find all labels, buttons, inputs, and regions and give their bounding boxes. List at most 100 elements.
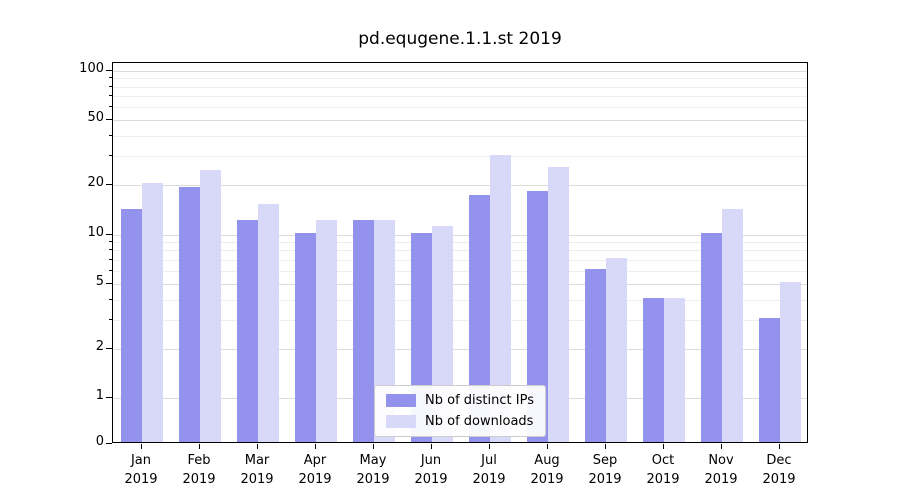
x-tick-year: 2019 xyxy=(240,471,274,487)
x-tick-label: Aug 2019 xyxy=(518,452,576,490)
y-tick-mark xyxy=(106,397,112,398)
x-tick-year: 2019 xyxy=(356,471,390,487)
y-minor-tick-mark xyxy=(109,95,112,97)
legend-swatch xyxy=(386,415,417,428)
x-tick-label: Oct 2019 xyxy=(634,452,692,490)
major-gridline xyxy=(113,234,807,236)
x-tick-year: 2019 xyxy=(472,471,506,487)
y-tick-mark xyxy=(106,282,112,284)
major-gridline xyxy=(113,348,807,350)
x-tick-mark xyxy=(721,444,722,449)
minor-gridline xyxy=(113,86,807,88)
x-tick-month: Feb xyxy=(187,453,211,468)
bar-downloads xyxy=(780,281,801,442)
bar-downloads xyxy=(664,297,685,442)
y-tick-label: 1 xyxy=(95,388,104,403)
plot-area: Nb of distinct IPs Nb of downloads xyxy=(112,62,808,443)
legend-label: Nb of distinct IPs xyxy=(425,393,534,408)
legend-item: Nb of distinct IPs xyxy=(386,393,534,408)
x-tick-month: Apr xyxy=(303,453,327,468)
x-tick-month: Sep xyxy=(592,453,618,468)
x-tick-mark xyxy=(431,444,432,449)
x-tick-label: May 2019 xyxy=(344,452,402,490)
x-tick-label: Feb 2019 xyxy=(170,452,228,490)
bar-downloads xyxy=(490,154,511,442)
y-tick-mark xyxy=(106,233,112,235)
x-tick-mark xyxy=(605,444,606,449)
major-gridline xyxy=(113,283,807,285)
y-tick-label: 10 xyxy=(87,224,104,240)
y-tick-mark xyxy=(106,443,112,444)
minor-gridline xyxy=(113,96,807,98)
x-tick-mark xyxy=(547,444,548,449)
bar-distinct-ips xyxy=(179,186,200,442)
x-tick-mark xyxy=(315,444,316,449)
x-tick-year: 2019 xyxy=(414,471,448,487)
y-tick-label: 50 xyxy=(87,110,104,126)
x-tick-mark xyxy=(489,444,490,449)
major-gridline xyxy=(113,120,807,122)
legend-label: Nb of downloads xyxy=(425,414,534,429)
x-tick-month: May xyxy=(359,453,387,468)
y-minor-tick-mark xyxy=(109,298,112,300)
x-tick-year: 2019 xyxy=(646,471,680,487)
x-tick-label: Mar 2019 xyxy=(228,452,286,490)
y-minor-tick-mark xyxy=(109,269,112,271)
y-minor-tick-mark xyxy=(109,106,112,108)
bar-downloads xyxy=(316,219,337,442)
bar-distinct-ips xyxy=(295,232,316,442)
chart-title: pd.equgene.1.1.st 2019 xyxy=(358,29,562,49)
y-tick-mark xyxy=(106,119,112,121)
x-tick-mark xyxy=(199,444,200,449)
x-tick-mark xyxy=(779,444,780,449)
x-tick-month: Oct xyxy=(651,453,675,468)
y-tick-label: 5 xyxy=(95,273,104,289)
legend-item: Nb of downloads xyxy=(386,414,534,429)
y-tick-mark xyxy=(106,347,112,349)
x-tick-year: 2019 xyxy=(182,471,216,487)
y-minor-tick-mark xyxy=(109,318,112,320)
minor-gridline xyxy=(113,78,807,80)
x-tick-mark xyxy=(141,444,142,449)
legend-swatch xyxy=(386,394,417,407)
minor-gridline xyxy=(113,107,807,109)
y-tick-mark xyxy=(106,70,112,71)
bar-downloads xyxy=(722,208,743,442)
x-tick-label: Sep 2019 xyxy=(576,452,634,490)
x-tick-month: Jun xyxy=(420,453,442,468)
minor-gridline xyxy=(113,259,807,261)
bar-distinct-ips xyxy=(237,219,258,442)
x-tick-mark xyxy=(257,444,258,449)
bar-downloads xyxy=(258,203,279,442)
minor-gridline xyxy=(113,136,807,138)
major-gridline xyxy=(113,185,807,187)
x-tick-month: Mar xyxy=(244,453,270,468)
minor-gridline xyxy=(113,299,807,301)
x-tick-month: Jan xyxy=(130,453,152,468)
x-tick-label: Jun 2019 xyxy=(402,452,460,490)
y-minor-tick-mark xyxy=(109,85,112,87)
bar-distinct-ips xyxy=(759,318,780,442)
x-tick-month: Jul xyxy=(481,453,497,468)
bar-downloads xyxy=(606,257,627,442)
y-minor-tick-mark xyxy=(109,135,112,137)
bar-distinct-ips xyxy=(121,208,142,442)
major-gridline xyxy=(113,71,807,72)
bar-distinct-ips xyxy=(585,268,606,442)
minor-gridline xyxy=(113,241,807,243)
x-tick-year: 2019 xyxy=(588,471,622,487)
x-tick-year: 2019 xyxy=(762,471,796,487)
bar-distinct-ips xyxy=(527,190,548,442)
bar-downloads xyxy=(548,167,569,442)
x-tick-month: Dec xyxy=(766,453,792,468)
y-minor-tick-mark xyxy=(109,249,112,251)
x-tick-year: 2019 xyxy=(298,471,332,487)
x-tick-year: 2019 xyxy=(124,471,158,487)
y-minor-tick-mark xyxy=(109,240,112,242)
minor-gridline xyxy=(113,156,807,158)
x-tick-label: Apr 2019 xyxy=(286,452,344,490)
y-tick-mark xyxy=(106,184,112,186)
x-tick-month: Nov xyxy=(708,453,734,468)
y-tick-label: 2 xyxy=(95,338,104,354)
